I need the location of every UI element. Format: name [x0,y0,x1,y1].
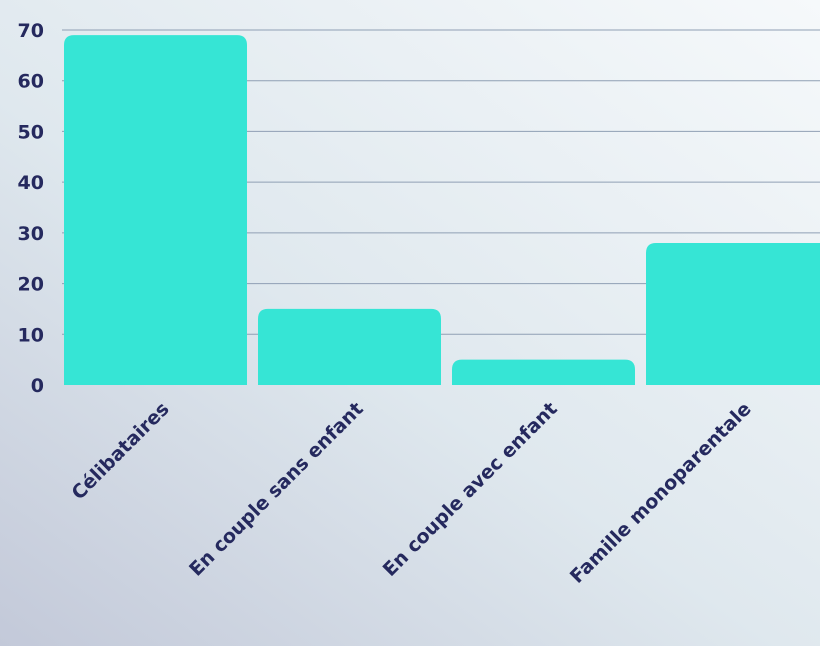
bars [64,35,820,385]
y-tick-label-70: 70 [18,20,44,42]
y-tick-label-30: 30 [18,223,44,245]
x-tick-label-2: En couple sans enfant [185,398,368,581]
y-tick-label-50: 50 [18,121,44,143]
y-axis: 0 10 20 30 40 50 60 70 [18,20,44,397]
x-axis: Célibataires En couple sans enfant En coup… [67,398,755,588]
bar-1 [64,35,247,385]
x-tick-label-4: Famille monoparentale [566,398,756,588]
x-tick-label-1: Célibataires [67,398,173,504]
y-tick-label-10: 10 [18,324,44,346]
y-tick-label-0: 0 [31,375,44,397]
bar-2 [258,308,441,385]
y-tick-label-20: 20 [18,274,44,296]
y-tick-label-40: 40 [18,172,44,194]
x-tick-label-3: En couple avec enfant [379,398,562,581]
bar-3 [452,359,635,385]
bar-4 [646,243,820,385]
y-tick-label-60: 60 [18,71,44,93]
